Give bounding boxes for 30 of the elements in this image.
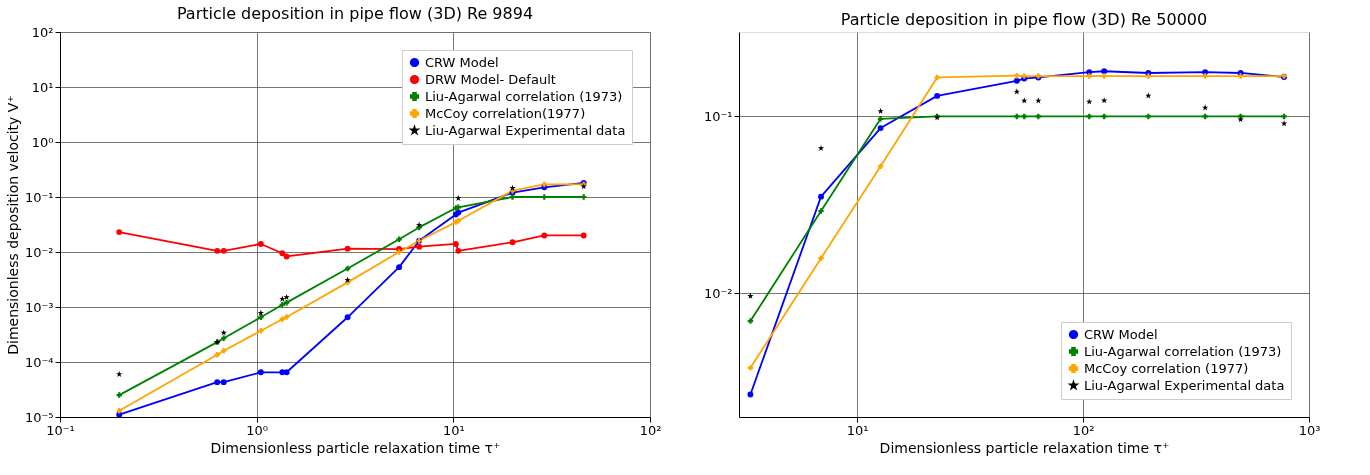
chart-title: Particle deposition in pipe flow (3D) Re 9894 [176, 4, 534, 23]
x-tick-label: 10² [639, 422, 662, 438]
y-tick-label: 10⁻³ [24, 299, 54, 315]
y-tick-label: 10⁰ [31, 134, 54, 150]
legend-label: McCoy correlation(1977) [425, 105, 586, 121]
y-tick-label: 10² [31, 24, 54, 40]
legend-label: Liu-Agarwal correlation (1973) [425, 88, 623, 104]
x-axis-title: Dimensionless particle relaxation time τ⁺ [210, 439, 501, 456]
x-axis-title: Dimensionless particle relaxation time τ⁺ [879, 439, 1170, 456]
legend-label: DRW Model- Default [425, 71, 556, 87]
y-tick-label: 10⁻⁴ [24, 354, 54, 370]
x-tick-label: 10² [1072, 422, 1095, 438]
legend-label: CRW Model [1084, 326, 1158, 342]
y-tick-label: 10⁻² [703, 285, 733, 301]
y-tick-label: 10⁻¹ [24, 189, 54, 205]
x-tick-label: 10⁰ [246, 422, 269, 438]
x-tick-label: 10³ [1298, 422, 1321, 438]
x-tick-label: 10¹ [846, 422, 869, 438]
legend-label: CRW Model [425, 54, 499, 70]
x-tick-label: 10¹ [442, 422, 465, 438]
y-tick-label: 10⁻⁵ [24, 409, 54, 425]
legend-label: McCoy correlation (1977) [1084, 360, 1249, 376]
legend-label: Liu-Agarwal Experimental data [425, 122, 626, 138]
chart-title: Particle deposition in pipe flow (3D) Re 50000 [840, 10, 1208, 29]
y-tick-label: 10⁻² [24, 244, 54, 260]
y-tick-label: 10¹ [31, 79, 54, 95]
legend-label: Liu-Agarwal Experimental data [1084, 377, 1285, 393]
x-tick-label: 10⁻¹ [46, 422, 75, 438]
legend-label: Liu-Agarwal correlation (1973) [1084, 343, 1282, 359]
y-axis-title: Dimensionless deposition velocity V⁺ [4, 95, 21, 355]
